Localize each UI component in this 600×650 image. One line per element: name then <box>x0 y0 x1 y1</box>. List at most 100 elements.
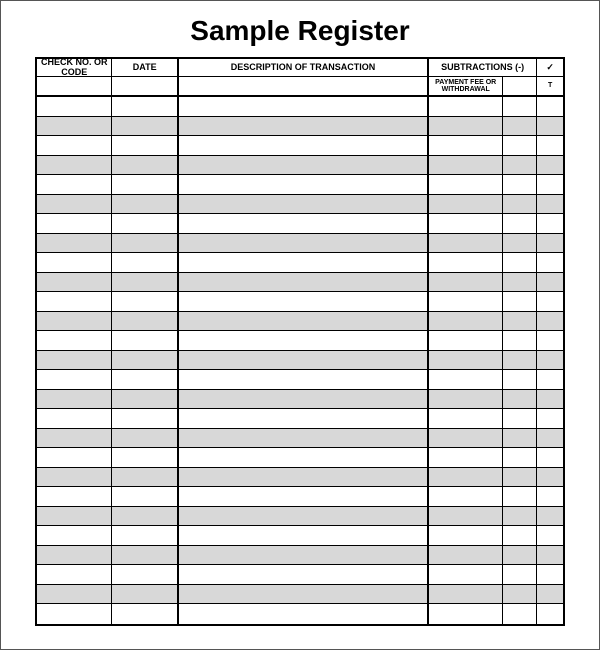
table-cell <box>537 136 563 155</box>
table-cell <box>537 214 563 233</box>
table-cell <box>428 97 503 116</box>
table-cell <box>428 195 503 214</box>
table-cell <box>537 487 563 506</box>
table-row <box>37 97 563 117</box>
table-cell <box>178 195 428 214</box>
table-cell <box>178 351 428 370</box>
table-cell <box>37 370 112 389</box>
table-cell <box>178 409 428 428</box>
table-cell <box>537 390 563 409</box>
table-cell <box>537 351 563 370</box>
table-cell <box>37 546 112 565</box>
table-cell <box>428 448 503 467</box>
table-cell <box>112 409 178 428</box>
table-row <box>37 487 563 507</box>
table-cell <box>112 214 178 233</box>
table-cell <box>112 234 178 253</box>
table-cell <box>428 253 503 272</box>
table-cell <box>428 351 503 370</box>
table-row <box>37 156 563 176</box>
table-cell <box>503 253 537 272</box>
table-row <box>37 234 563 254</box>
table-cell <box>503 487 537 506</box>
table-cell <box>178 526 428 545</box>
table-row <box>37 409 563 429</box>
table-header-row: CHECK NO. OR CODEDATEDESCRIPTION OF TRAN… <box>37 59 563 77</box>
table-cell <box>37 429 112 448</box>
column-subheader <box>37 77 112 95</box>
table-cell <box>428 409 503 428</box>
table-cell <box>503 370 537 389</box>
table-row <box>37 468 563 488</box>
table-cell <box>112 429 178 448</box>
table-cell <box>37 214 112 233</box>
table-cell <box>428 487 503 506</box>
table-cell <box>503 448 537 467</box>
table-cell <box>537 331 563 350</box>
table-row <box>37 546 563 566</box>
table-cell <box>178 117 428 136</box>
table-row <box>37 136 563 156</box>
table-cell <box>428 156 503 175</box>
table-cell <box>112 156 178 175</box>
table-row <box>37 565 563 585</box>
table-cell <box>537 507 563 526</box>
table-cell <box>112 507 178 526</box>
table-cell <box>503 526 537 545</box>
table-cell <box>503 136 537 155</box>
column-subheader: PAYMENT FEE OR WITHDRAWAL <box>428 77 503 95</box>
table-cell <box>112 370 178 389</box>
table-cell <box>503 273 537 292</box>
table-cell <box>428 604 503 624</box>
table-cell <box>37 97 112 116</box>
table-cell <box>112 253 178 272</box>
table-row <box>37 331 563 351</box>
page-title: Sample Register <box>1 15 599 47</box>
column-header: ✓ <box>537 59 563 76</box>
table-cell <box>112 468 178 487</box>
table-cell <box>37 487 112 506</box>
table-cell <box>112 331 178 350</box>
table-cell <box>37 136 112 155</box>
table-cell <box>537 175 563 194</box>
table-cell <box>428 370 503 389</box>
table-cell <box>428 175 503 194</box>
table-cell <box>428 292 503 311</box>
table-cell <box>112 312 178 331</box>
table-cell <box>503 604 537 624</box>
table-cell <box>112 526 178 545</box>
page: Sample Register CHECK NO. OR CODEDATEDES… <box>0 0 600 650</box>
register-table: CHECK NO. OR CODEDATEDESCRIPTION OF TRAN… <box>35 57 565 626</box>
column-subheader <box>178 77 428 95</box>
table-cell <box>178 253 428 272</box>
table-cell <box>37 351 112 370</box>
table-cell <box>537 526 563 545</box>
column-header: DATE <box>112 59 178 76</box>
table-cell <box>537 253 563 272</box>
table-row <box>37 351 563 371</box>
table-cell <box>428 117 503 136</box>
table-cell <box>37 585 112 604</box>
table-cell <box>428 507 503 526</box>
table-cell <box>428 312 503 331</box>
table-cell <box>537 448 563 467</box>
table-cell <box>503 351 537 370</box>
table-cell <box>428 331 503 350</box>
table-cell <box>428 468 503 487</box>
table-cell <box>112 546 178 565</box>
table-cell <box>37 234 112 253</box>
table-cell <box>112 136 178 155</box>
table-row <box>37 585 563 605</box>
table-row <box>37 175 563 195</box>
table-cell <box>428 390 503 409</box>
table-cell <box>112 351 178 370</box>
table-cell <box>112 117 178 136</box>
table-row <box>37 195 563 215</box>
table-row <box>37 292 563 312</box>
table-cell <box>178 234 428 253</box>
table-cell <box>112 97 178 116</box>
table-cell <box>178 565 428 584</box>
table-cell <box>112 565 178 584</box>
table-cell <box>503 409 537 428</box>
column-header: CHECK NO. OR CODE <box>37 59 112 76</box>
